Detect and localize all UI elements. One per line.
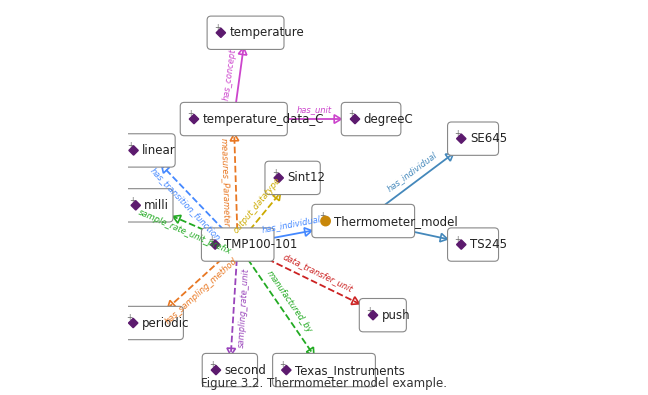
Text: has_individual: has_individual xyxy=(386,150,439,194)
Text: has_sampling_method: has_sampling_method xyxy=(163,256,239,326)
Circle shape xyxy=(321,216,330,226)
Polygon shape xyxy=(128,318,138,328)
Text: push: push xyxy=(382,308,410,322)
Text: temperature_data_C: temperature_data_C xyxy=(203,113,324,126)
Text: periodic: periodic xyxy=(142,316,189,329)
Text: +: + xyxy=(366,306,373,314)
Polygon shape xyxy=(282,365,291,375)
Polygon shape xyxy=(216,28,226,38)
Text: +: + xyxy=(280,361,286,369)
Text: manufactured_by: manufactured_by xyxy=(264,269,314,335)
Text: +: + xyxy=(209,235,215,244)
Text: sample_rate_unit_prefix: sample_rate_unit_prefix xyxy=(137,208,233,256)
Text: has_unit: has_unit xyxy=(297,105,332,114)
Polygon shape xyxy=(189,114,199,124)
Polygon shape xyxy=(274,173,283,182)
Text: linear: linear xyxy=(142,144,176,157)
Text: +: + xyxy=(272,168,279,177)
FancyBboxPatch shape xyxy=(448,228,498,261)
Polygon shape xyxy=(129,146,138,155)
Text: output_datatype: output_datatype xyxy=(232,175,283,235)
Polygon shape xyxy=(368,310,378,320)
Text: +: + xyxy=(455,129,461,138)
Text: +: + xyxy=(187,109,194,118)
FancyBboxPatch shape xyxy=(202,354,257,387)
Text: TMP100-101: TMP100-101 xyxy=(224,238,297,251)
Text: +: + xyxy=(214,23,220,32)
Text: +: + xyxy=(209,361,216,369)
Text: has_transition_function: has_transition_function xyxy=(148,166,222,243)
Polygon shape xyxy=(211,240,220,249)
Text: +: + xyxy=(127,141,133,150)
Text: +: + xyxy=(455,235,461,244)
Text: Figure 3.2. Thermometer model example.: Figure 3.2. Thermometer model example. xyxy=(201,377,447,390)
FancyBboxPatch shape xyxy=(273,354,375,387)
Text: +: + xyxy=(319,211,325,220)
Polygon shape xyxy=(351,114,360,124)
FancyBboxPatch shape xyxy=(119,307,183,340)
Text: has_concept: has_concept xyxy=(222,48,238,101)
FancyBboxPatch shape xyxy=(341,102,401,136)
Polygon shape xyxy=(457,134,466,143)
Text: data_transfer_unit: data_transfer_unit xyxy=(281,252,354,293)
Polygon shape xyxy=(211,365,221,375)
FancyBboxPatch shape xyxy=(120,134,175,167)
Polygon shape xyxy=(457,240,466,249)
FancyBboxPatch shape xyxy=(202,228,274,261)
FancyBboxPatch shape xyxy=(448,122,498,155)
FancyBboxPatch shape xyxy=(207,16,284,49)
Text: measures_Parameter: measures_Parameter xyxy=(220,137,232,227)
Text: +: + xyxy=(126,313,133,322)
FancyBboxPatch shape xyxy=(180,102,287,136)
FancyBboxPatch shape xyxy=(312,204,415,238)
Text: second: second xyxy=(225,363,266,376)
Text: Texas_Instruments: Texas_Instruments xyxy=(295,363,405,376)
Text: Sint12: Sint12 xyxy=(287,171,325,184)
Text: +: + xyxy=(129,196,135,205)
Text: Thermometer_model: Thermometer_model xyxy=(334,214,458,228)
FancyBboxPatch shape xyxy=(359,299,406,332)
Text: SE645: SE645 xyxy=(470,132,507,145)
Polygon shape xyxy=(131,201,141,210)
Text: sampling_rate_unit: sampling_rate_unit xyxy=(237,268,251,348)
Text: milli: milli xyxy=(145,199,169,212)
Text: has_individual: has_individual xyxy=(261,214,321,235)
FancyBboxPatch shape xyxy=(265,161,320,195)
Text: degreeC: degreeC xyxy=(364,113,413,126)
Text: temperature: temperature xyxy=(229,26,304,39)
Text: TS245: TS245 xyxy=(470,238,507,251)
Text: +: + xyxy=(349,109,354,118)
FancyBboxPatch shape xyxy=(122,189,173,222)
